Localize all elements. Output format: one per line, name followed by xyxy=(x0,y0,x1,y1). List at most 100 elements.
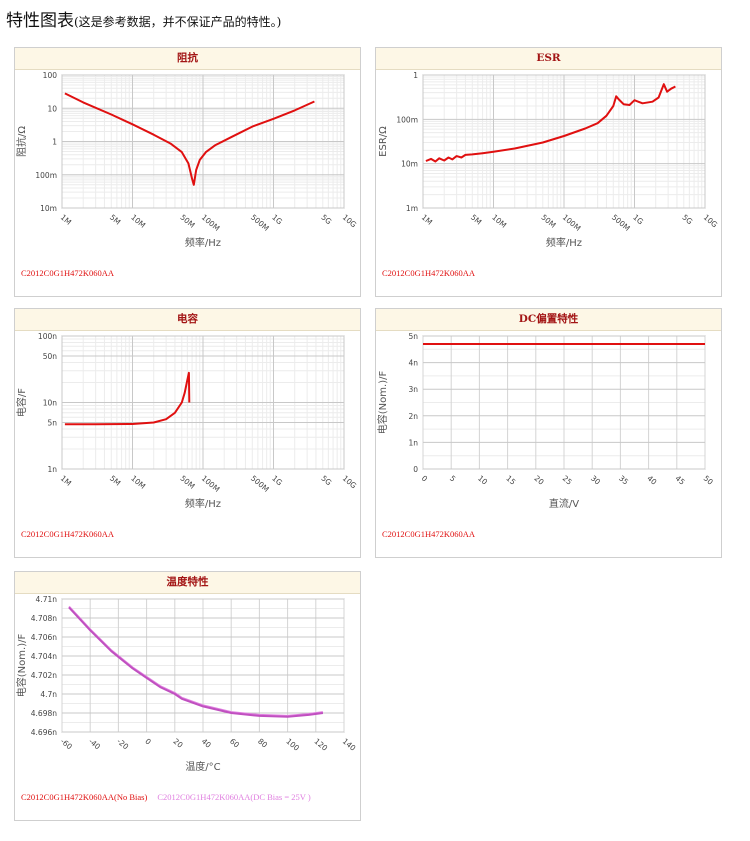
y-tick-label: 1m xyxy=(406,204,418,213)
chart-panel-temperature: 温度特性 -60 -40 -20 0 20 40 60 80 100 120 140 4.696n 4.… xyxy=(14,571,361,821)
chart-panel-esr: ESR 1M 5M 10M 50M 100M 500M 1G 5G 10G 1m 10m 100m 1 频… xyxy=(375,47,722,297)
x-tick-label: 40 xyxy=(200,737,213,750)
x-tick-label: 1G xyxy=(631,213,645,227)
y-tick-label: 4.71n xyxy=(36,595,58,604)
x-tick-label: 0 xyxy=(420,474,430,484)
chart-impedance: 1M 5M 10M 50M 100M 500M 1G 5G 10G 10m 100m 1 10 100 频率… xyxy=(15,71,359,249)
y-tick-label: 10n xyxy=(43,399,58,408)
y-tick-label: 4.708n xyxy=(31,614,57,623)
x-tick-label: 140 xyxy=(341,737,358,753)
x-tick-label: 20 xyxy=(172,737,185,750)
x-tick-label: 100 xyxy=(284,737,301,753)
page-heading: 特性图表(这是参考数据，并不保证产品的特性。) xyxy=(6,6,281,31)
x-tick-label: 5M xyxy=(469,213,483,227)
x-tick-label: 1G xyxy=(270,213,284,227)
series-line xyxy=(425,83,676,163)
x-tick-label: 10M xyxy=(129,474,147,491)
chart-panel-capacitance: 电容 1M 5M 10M 50M 100M 500M 1G 5G 10G 1n 5n 10n 50n 10… xyxy=(14,308,361,558)
x-tick-label: 100M xyxy=(200,213,222,233)
x-tick-label: 60 xyxy=(228,737,241,750)
x-tick-label: 500M xyxy=(610,213,632,233)
x-tick-label: 5M xyxy=(108,213,122,227)
x-axis-label: 直流/V xyxy=(549,497,579,510)
chart-title: DC偏置特性 xyxy=(376,309,721,331)
x-tick-label: 500M xyxy=(249,474,271,494)
x-tick-label: 5 xyxy=(448,474,458,484)
chart-title: ESR xyxy=(376,48,721,70)
x-tick-label: 10M xyxy=(490,213,508,230)
x-axis-label: 频率/Hz xyxy=(185,236,221,249)
y-tick-label: 4.704n xyxy=(31,652,57,661)
y-tick-label: 10 xyxy=(47,104,57,113)
x-tick-label: 20 xyxy=(533,474,546,487)
y-tick-label: 5n xyxy=(47,419,57,428)
y-tick-label: 50n xyxy=(43,352,58,361)
x-tick-label: 1M xyxy=(59,474,73,488)
x-tick-label: 10G xyxy=(341,213,359,230)
x-tick-label: 1G xyxy=(270,474,284,488)
y-tick-label: 0 xyxy=(413,465,418,474)
x-tick-label: 10 xyxy=(476,474,489,487)
y-tick-label: 2n xyxy=(408,412,418,421)
chart-legend: C2012C0G1H472K060AA xyxy=(382,268,485,278)
chart-temperature: -60 -40 -20 0 20 40 60 80 100 120 140 4.696n 4.698n 4… xyxy=(15,595,358,773)
y-tick-label: 10m xyxy=(40,204,57,213)
y-tick-label: 100m xyxy=(396,115,418,124)
y-tick-label: 1n xyxy=(47,465,57,474)
x-tick-label: -40 xyxy=(87,737,102,752)
chart-dc-bias: 0 5 10 15 20 25 30 35 40 45 50 0 1n 2n 3n 4n 5n 直流/V 电容(No… xyxy=(376,332,715,510)
x-tick-label: 5G xyxy=(319,474,333,488)
x-tick-label: 500M xyxy=(249,213,271,233)
legend-entry: C2012C0G1H472K060AA xyxy=(21,268,115,278)
series-line xyxy=(64,371,191,426)
series-line xyxy=(64,92,315,186)
x-tick-label: 45 xyxy=(674,474,687,487)
x-axis-label: 频率/Hz xyxy=(546,236,582,249)
series-line xyxy=(68,606,324,718)
chart-legend: C2012C0G1H472K060AA(No Bias) C2012C0G1H47… xyxy=(21,792,321,802)
legend-entry-dc-bias: C2012C0G1H472K060AA(DC Bias = 25V ) xyxy=(157,792,311,802)
y-tick-label: 4.698n xyxy=(31,709,57,718)
y-tick-label: 4.7n xyxy=(40,690,57,699)
x-axis-label: 温度/°C xyxy=(185,760,220,773)
y-tick-label: 10m xyxy=(401,160,418,169)
y-tick-label: 4.696n xyxy=(31,728,57,737)
chart-legend: C2012C0G1H472K060AA xyxy=(382,529,485,539)
x-tick-label: 40 xyxy=(645,474,658,487)
x-tick-label: 10M xyxy=(129,213,147,230)
x-tick-label: 5M xyxy=(108,474,122,488)
y-axis-label: 电容/F xyxy=(15,388,28,417)
chart-title: 电容 xyxy=(15,309,360,331)
x-tick-label: 5G xyxy=(680,213,694,227)
x-tick-label: -20 xyxy=(115,737,130,752)
chart-title: 阻抗 xyxy=(15,48,360,70)
x-tick-label: 0 xyxy=(143,737,153,747)
chart-panel-dc-bias: DC偏置特性 0 5 10 15 20 25 30 35 40 45 50 0 1n 2n 3n 4n 5n 直流… xyxy=(375,308,722,558)
page-title: 特性图表 xyxy=(6,11,74,31)
y-tick-label: 100m xyxy=(35,171,57,180)
x-tick-label: 15 xyxy=(504,474,517,487)
x-tick-label: -60 xyxy=(59,737,74,752)
x-tick-label: 100M xyxy=(200,474,222,494)
x-tick-label: 80 xyxy=(256,737,269,750)
page-note: (这是参考数据，并不保证产品的特性。) xyxy=(74,15,282,29)
y-tick-label: 3n xyxy=(408,385,418,394)
y-tick-label: 1 xyxy=(52,138,57,147)
legend-entry-no-bias: C2012C0G1H472K060AA(No Bias) xyxy=(21,792,148,802)
y-tick-label: 4.702n xyxy=(31,671,57,680)
y-tick-label: 100 xyxy=(43,71,58,80)
x-tick-label: 5G xyxy=(319,213,333,227)
y-tick-label: 100n xyxy=(38,332,57,341)
legend-entry: C2012C0G1H472K060AA xyxy=(21,529,115,539)
legend-entry: C2012C0G1H472K060AA xyxy=(382,529,476,539)
y-axis-label: 阻抗/Ω xyxy=(15,126,28,157)
x-tick-label: 50 xyxy=(702,474,715,487)
x-tick-label: 120 xyxy=(313,737,330,753)
x-tick-label: 1M xyxy=(420,213,434,227)
x-tick-label: 35 xyxy=(617,474,630,487)
x-tick-label: 25 xyxy=(561,474,574,487)
chart-legend: C2012C0G1H472K060AA xyxy=(21,529,124,539)
x-tick-label: 10G xyxy=(702,213,720,230)
y-axis-label: 电容(Nom.)/F xyxy=(15,634,28,698)
chart-esr: 1M 5M 10M 50M 100M 500M 1G 5G 10G 1m 10m 100m 1 频率/Hz… xyxy=(378,71,720,249)
